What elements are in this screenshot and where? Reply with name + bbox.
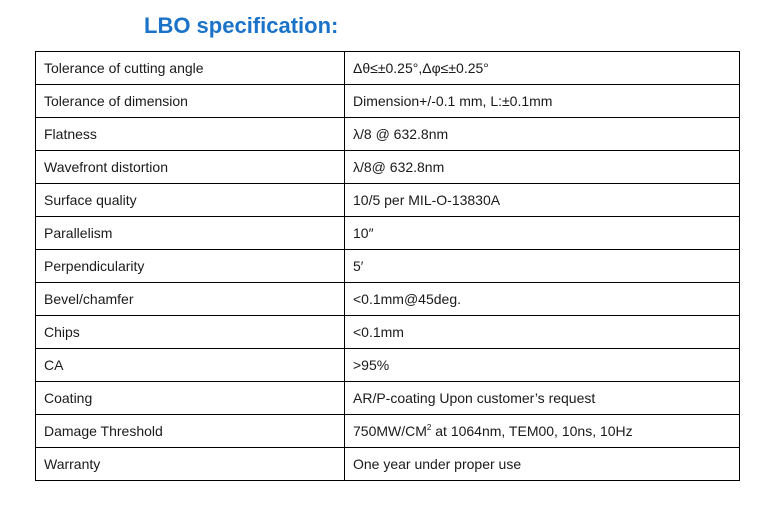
parameter-cell: Tolerance of cutting angle bbox=[35, 51, 345, 85]
value-cell: <0.1mm@45deg. bbox=[344, 282, 740, 316]
table-row: Tolerance of dimension Dimension+/-0.1 m… bbox=[35, 84, 740, 118]
page-title: LBO specification: bbox=[144, 13, 339, 38]
parameter-cell: Coating bbox=[35, 381, 345, 415]
value-cell: 10/5 per MIL-O-13830A bbox=[344, 183, 740, 217]
value-cell: 750MW/CM2 at 1064nm, TEM00, 10ns, 10Hz bbox=[344, 414, 740, 448]
value-cell: One year under proper use bbox=[344, 447, 740, 481]
table-row: Wavefront distortion λ/8@ 632.8nm bbox=[35, 150, 740, 184]
table-row: Surface quality 10/5 per MIL-O-13830A bbox=[35, 183, 740, 217]
table-row: Bevel/chamfer <0.1mm@45deg. bbox=[35, 282, 740, 316]
parameter-cell: Parallelism bbox=[35, 216, 345, 250]
parameter-cell: Damage Threshold bbox=[35, 414, 345, 448]
value-cell: Dimension+/-0.1 mm, L:±0.1mm bbox=[344, 84, 740, 118]
value-cell: λ/8 @ 632.8nm bbox=[344, 117, 740, 151]
table-row: Perpendicularity 5′ bbox=[35, 249, 740, 283]
value-cell: AR/P-coating Upon customer’s request bbox=[344, 381, 740, 415]
parameter-cell: CA bbox=[35, 348, 345, 382]
value-text: 750MW/CM bbox=[353, 423, 427, 439]
value-cell: Δθ≤±0.25°,Δφ≤±0.25° bbox=[344, 51, 740, 85]
value-cell: 5′ bbox=[344, 249, 740, 283]
value-cell: 10″ bbox=[344, 216, 740, 250]
parameter-cell: Chips bbox=[35, 315, 345, 349]
table-row: Parallelism 10″ bbox=[35, 216, 740, 250]
table-row: Coating AR/P-coating Upon customer’s req… bbox=[35, 381, 740, 415]
value-cell: λ/8@ 632.8nm bbox=[344, 150, 740, 184]
parameter-cell: Bevel/chamfer bbox=[35, 282, 345, 316]
table-row: Damage Threshold 750MW/CM2 at 1064nm, TE… bbox=[35, 414, 740, 448]
table-row: Chips <0.1mm bbox=[35, 315, 740, 349]
table-row: Tolerance of cutting angle Δθ≤±0.25°,Δφ≤… bbox=[35, 51, 740, 85]
table-row: Warranty One year under proper use bbox=[35, 447, 740, 481]
table-row: Flatness λ/8 @ 632.8nm bbox=[35, 117, 740, 151]
value-text: at 1064nm, TEM00, 10ns, 10Hz bbox=[431, 423, 633, 439]
parameter-cell: Flatness bbox=[35, 117, 345, 151]
table-row: CA >95% bbox=[35, 348, 740, 382]
value-cell: <0.1mm bbox=[344, 315, 740, 349]
value-cell: >95% bbox=[344, 348, 740, 382]
parameter-cell: Warranty bbox=[35, 447, 345, 481]
parameter-cell: Wavefront distortion bbox=[35, 150, 345, 184]
superscript: 2 bbox=[426, 423, 432, 432]
specification-table: Tolerance of cutting angle Δθ≤±0.25°,Δφ≤… bbox=[35, 51, 740, 481]
parameter-cell: Surface quality bbox=[35, 183, 345, 217]
parameter-cell: Perpendicularity bbox=[35, 249, 345, 283]
parameter-cell: Tolerance of dimension bbox=[35, 84, 345, 118]
